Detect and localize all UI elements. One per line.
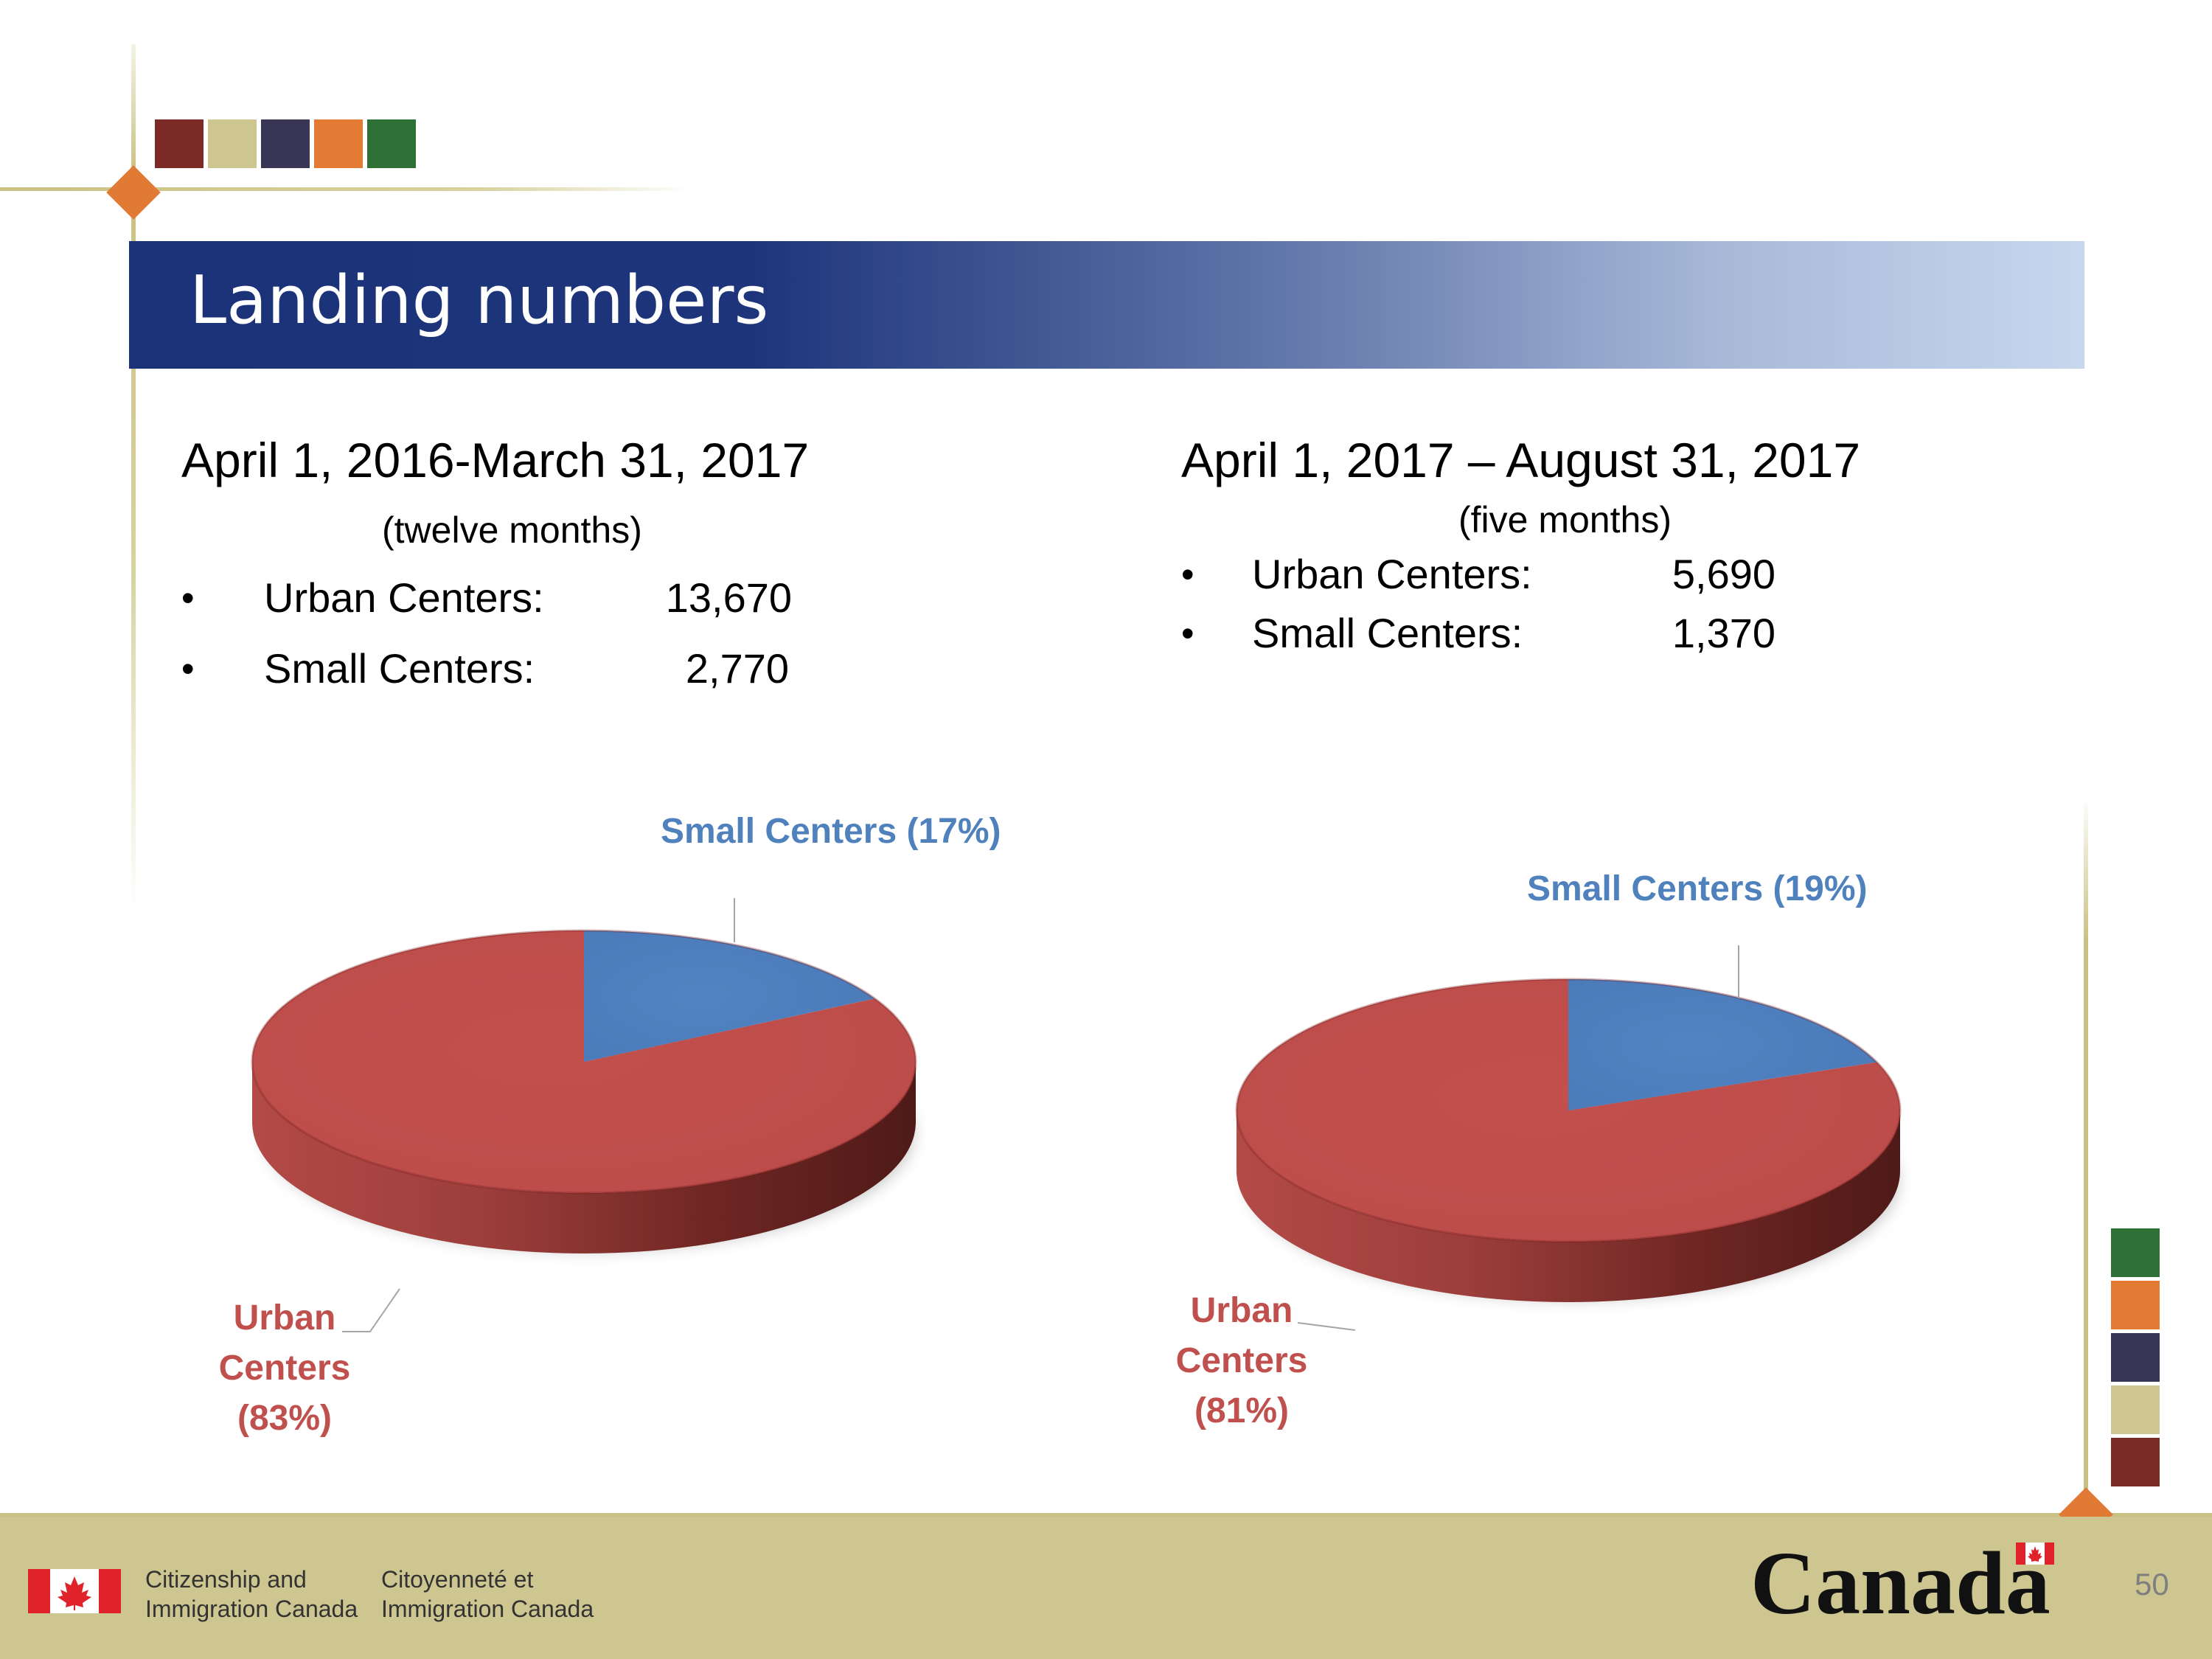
dept-name-en: Citizenship and Immigration Canada <box>145 1565 358 1624</box>
bullet-icon: • <box>1181 554 1194 595</box>
item-label: Small Centers: <box>264 645 535 692</box>
period-2-small-item: • Small Centers: 1,370 <box>1181 609 1845 661</box>
top-decorative-line <box>0 187 693 191</box>
dept-line: Immigration Canada <box>145 1596 358 1622</box>
accent-square <box>208 119 257 168</box>
label-line: (83%) <box>237 1399 333 1438</box>
title-bar: Landing numbers <box>129 241 2084 369</box>
pie-2-urban-label: Urban Centers (81%) <box>1155 1286 1329 1436</box>
label-line: Urban <box>1190 1291 1293 1330</box>
pie-side-urban <box>1237 1110 1900 1302</box>
period-1-title: April 1, 2016-March 31, 2017 <box>181 433 810 487</box>
pie-slice-small <box>584 931 875 1062</box>
pie-rim <box>1235 978 1902 1243</box>
accent-square <box>2111 1281 2160 1329</box>
pie-1-urban-label: Urban Centers (83%) <box>198 1293 372 1444</box>
leader-line-urban <box>342 1288 400 1332</box>
pie-slice-urban <box>252 931 917 1193</box>
item-value: 5,690 <box>1672 551 1775 597</box>
bullet-icon: • <box>181 648 195 689</box>
period-2-title: April 1, 2017 – August 31, 2017 <box>1181 433 1861 487</box>
period-2-subtitle: (five months) <box>1458 499 1672 540</box>
pie-side-urban <box>252 1062 916 1253</box>
slide-title: Landing numbers <box>189 262 769 339</box>
accent-square <box>367 119 416 168</box>
page-number: 50 <box>2135 1567 2169 1601</box>
accent-square <box>314 119 363 168</box>
period-2-urban-item: • Urban Centers: 5,690 <box>1181 550 1845 602</box>
label-line: Centers <box>1175 1341 1308 1380</box>
dept-line: Citoyenneté et <box>381 1566 534 1593</box>
label-line: Urban <box>233 1298 336 1338</box>
item-label: Small Centers: <box>1252 610 1523 656</box>
dept-name-fr: Citoyenneté et Immigration Canada <box>381 1565 594 1624</box>
bullet-icon: • <box>181 577 195 619</box>
pie-slice-small <box>1568 979 1877 1110</box>
wordmark-flag-icon <box>2016 1543 2054 1565</box>
pie-2-small-label: Small Centers (19%) <box>1527 869 1868 908</box>
accent-square <box>2111 1438 2160 1486</box>
left-decorative-line <box>131 44 136 914</box>
accent-square <box>2111 1228 2160 1277</box>
dept-line: Immigration Canada <box>381 1596 594 1622</box>
label-line: (81%) <box>1194 1391 1290 1430</box>
canada-wordmark: Canada <box>1750 1534 2051 1633</box>
footer <box>0 1517 2212 1659</box>
item-label: Urban Centers: <box>264 574 544 621</box>
accent-square <box>2111 1333 2160 1382</box>
accent-square <box>261 119 310 168</box>
canada-flag-icon <box>28 1569 121 1613</box>
item-label: Urban Centers: <box>1252 551 1532 597</box>
accent-square <box>2111 1385 2160 1434</box>
period-1-urban-item: • Urban Centers: 13,670 <box>181 574 845 625</box>
item-value: 1,370 <box>1672 610 1775 656</box>
period-1-small-item: • Small Centers: 2,770 <box>181 644 845 696</box>
leader-line-urban <box>1297 1322 1356 1331</box>
bullet-icon: • <box>1181 613 1194 654</box>
item-value: 2,770 <box>685 645 789 692</box>
dept-line: Citizenship and <box>145 1566 307 1593</box>
item-value: 13,670 <box>665 574 792 621</box>
pie-rim <box>251 929 917 1194</box>
label-line: Centers <box>218 1349 351 1388</box>
period-1-subtitle: (twelve months) <box>382 509 642 551</box>
bottom-decorative-line <box>0 1513 2212 1517</box>
accent-square <box>155 119 204 168</box>
pie-1-small-label: Small Centers (17%) <box>661 812 1001 851</box>
right-decorative-line <box>2084 796 2088 1519</box>
